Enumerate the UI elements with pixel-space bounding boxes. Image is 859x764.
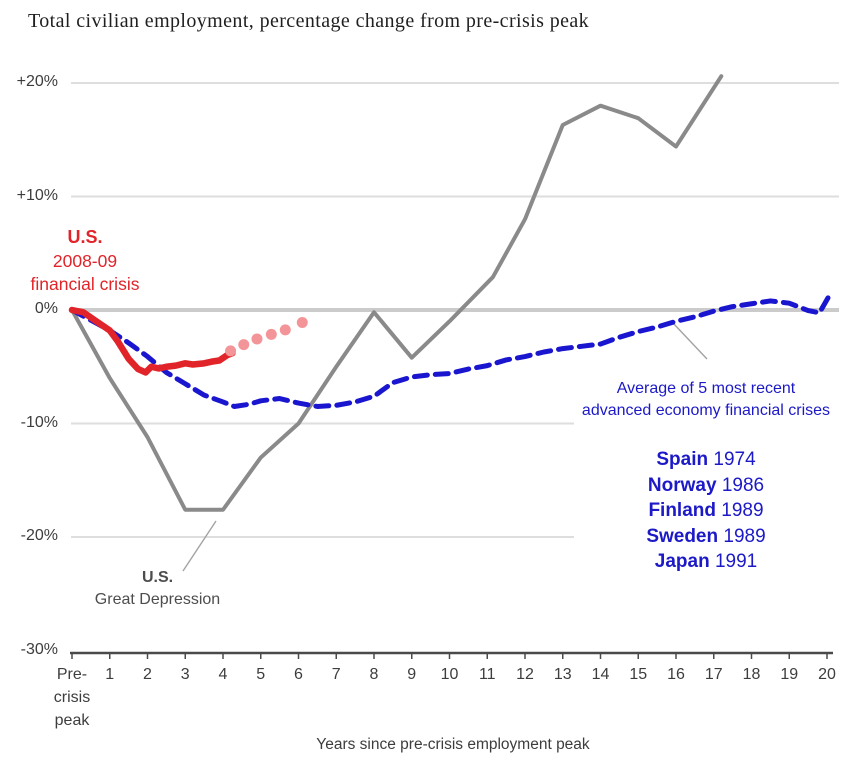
series-line-us_2008 <box>68 306 236 376</box>
crisis-list-item: Spain 1974 <box>575 447 837 473</box>
x-axis-tick-label: 17 <box>704 666 723 683</box>
crisis-list-item: Japan 1991 <box>575 549 837 575</box>
crisis-list-item: Norway 1986 <box>575 473 837 499</box>
annotation-average-line1: Average of 5 most recent <box>616 380 796 397</box>
annotation-great-depression-line1: U.S. <box>141 569 174 586</box>
annotation-average-crises: Average of 5 most recent advanced econom… <box>575 378 837 421</box>
x-axis-tick-label: 7 <box>331 666 341 683</box>
crisis-country: Finland <box>648 500 716 521</box>
x-axis-tick-label: 13 <box>553 666 572 683</box>
y-axis-tick-label: -10% <box>20 413 58 431</box>
crisis-country: Japan <box>654 551 710 572</box>
series-line-avg5 <box>69 290 834 409</box>
x-axis-tick-label: 5 <box>256 666 266 683</box>
x-axis-tick-label: 18 <box>742 666 761 683</box>
y-axis-tick-label: 0% <box>34 300 58 317</box>
x-axis-tick-label: 11 <box>478 666 496 683</box>
crisis-year: 1989 <box>716 500 764 521</box>
crisis-year: 1991 <box>709 551 758 572</box>
x-axis-tick-label: 10 <box>440 666 459 683</box>
series-dot-us_2008_projection <box>251 333 263 345</box>
x-axis-tick-label: 1 <box>105 666 115 683</box>
series-dot-us_2008_projection <box>279 324 291 336</box>
x-axis-tick-label: 8 <box>369 666 379 683</box>
crisis-list-item: Finland 1989 <box>575 498 837 524</box>
annotation-us-2008-line3: financial crisis <box>30 274 140 294</box>
annotation-great-depression-line2: Great Depression <box>94 591 221 608</box>
x-axis-tick-label: 16 <box>667 666 685 683</box>
x-axis-tick-label: 20 <box>818 666 836 683</box>
x-axis-tick-label: 9 <box>407 666 417 683</box>
average-crises-leader-line <box>672 322 708 360</box>
x-axis-title: Years since pre-crisis employment peak <box>316 736 590 753</box>
series-dot-us_2008_projection <box>296 316 308 328</box>
series-line-great_depression <box>70 74 724 512</box>
y-axis-tick-label: +20% <box>16 73 58 90</box>
series-dot-us_2008_projection <box>225 345 237 357</box>
annotation-average-line2: advanced economy financial crises <box>581 401 831 419</box>
y-axis-tick-label: +10% <box>16 186 58 204</box>
crisis-country: Sweden <box>646 525 719 547</box>
y-axis-tick-label: -30% <box>20 640 58 658</box>
series-dot-us_2008_projection <box>265 328 277 340</box>
crisis-country: Norway <box>647 474 717 496</box>
x-axis-tick-label: 6 <box>294 666 303 683</box>
x-axis-tick-label: 14 <box>591 666 610 683</box>
crisis-list-item: Sweden 1989 <box>575 524 837 550</box>
annotation-us-2008-line1: U.S. <box>67 227 103 247</box>
series-dot-us_2008_projection <box>238 339 250 351</box>
annotation-us-2008-line2: 2008-09 <box>52 250 118 271</box>
x-axis-tick-label: 15 <box>629 666 648 683</box>
crisis-year: 1986 <box>716 474 765 496</box>
x-axis-tick-label: 19 <box>780 666 799 683</box>
great-depression-leader-line <box>182 520 217 572</box>
y-axis-tick-label: -20% <box>20 527 58 544</box>
crisis-year: 1974 <box>708 449 756 470</box>
x-axis-tick-label: 2 <box>143 666 152 683</box>
crisis-country-list: Spain 1974 Norway 1986 Finland 1989 Sweden … <box>575 447 837 575</box>
annotation-us-2008-crisis: U.S. 2008-09 financial crisis <box>14 226 156 297</box>
x-axis-tick-label: Pre- crisis peak <box>53 666 91 729</box>
x-axis-tick-label: 12 <box>516 666 534 683</box>
crisis-year: 1989 <box>718 525 766 547</box>
chart-title: Total civilian employment, percentage ch… <box>28 10 590 32</box>
x-axis-tick-label: 4 <box>218 666 228 683</box>
x-axis-tick-label: 3 <box>180 666 190 683</box>
annotation-great-depression: U.S. Great Depression <box>87 567 228 611</box>
crisis-country: Spain <box>656 449 709 470</box>
